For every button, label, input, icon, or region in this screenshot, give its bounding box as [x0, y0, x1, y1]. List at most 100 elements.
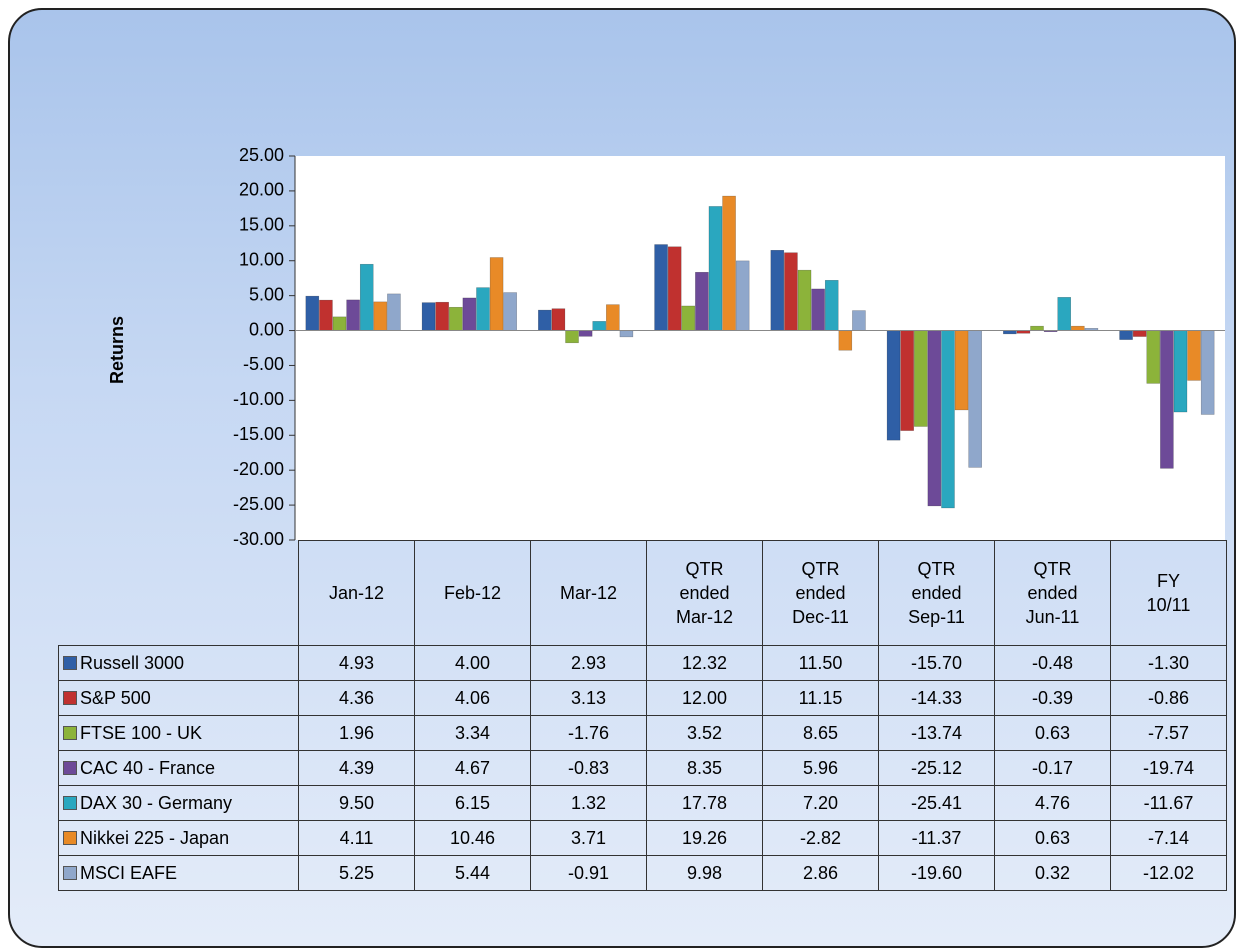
value-cell: 0.63: [994, 820, 1111, 856]
bar: [319, 299, 333, 331]
value-cell: -1.30: [1110, 645, 1227, 681]
value-cell: 8.65: [762, 715, 879, 751]
value-cell: -19.60: [878, 855, 995, 891]
value-cell: 4.67: [414, 750, 531, 786]
legend-key: [63, 690, 77, 705]
value-cell: 9.50: [298, 785, 415, 821]
value-cell: -13.74: [878, 715, 995, 751]
value-cell: 0.63: [994, 715, 1111, 751]
value-cell: 3.52: [646, 715, 763, 751]
legend-key: [63, 725, 77, 740]
legend-cell: Nikkei 225 - Japan: [58, 820, 299, 856]
bar: [619, 330, 634, 338]
category-cell: QTR ended Jun-11: [994, 540, 1111, 646]
bar: [886, 330, 901, 441]
value-cell: 4.36: [298, 680, 415, 716]
bar: [927, 330, 942, 507]
category-cell: FY 10/11: [1110, 540, 1227, 646]
bar: [708, 206, 723, 331]
legend-label: CAC 40 - France: [80, 757, 216, 778]
value-cell: -1.76: [530, 715, 647, 751]
bar: [606, 304, 620, 331]
bar: [1119, 330, 1133, 340]
value-cell: -11.67: [1110, 785, 1227, 821]
bar: [449, 306, 463, 331]
value-cell: 1.32: [530, 785, 647, 821]
value-cell: 17.78: [646, 785, 763, 821]
bar: [914, 330, 928, 427]
value-cell: 5.96: [762, 750, 879, 786]
legend-key: [63, 865, 77, 880]
bar: [1132, 330, 1147, 337]
data-row: Russell 3000 4.93 4.00 2.93 12.32 11.50 -15.70…: [58, 645, 1227, 681]
data-row: Nikkei 225 - Japan 4.11 10.46 3.71 19.26 -2.8…: [58, 820, 1227, 856]
bar: [578, 330, 593, 337]
value-cell: 12.32: [646, 645, 763, 681]
bar: [1030, 325, 1044, 331]
value-cell: 4.00: [414, 645, 531, 681]
value-cell: -11.37: [878, 820, 995, 856]
bar: [784, 252, 798, 331]
bar: [1057, 297, 1071, 331]
header-row: Jan-12 Feb-12 Mar-12 QTR ended Mar-12 QTR en…: [58, 540, 1227, 646]
bar: [1003, 330, 1017, 335]
bar: [387, 293, 401, 331]
bar: [681, 305, 696, 331]
bar: [305, 295, 320, 331]
value-cell: 3.34: [414, 715, 531, 751]
bar: [852, 310, 866, 331]
value-cell: -25.12: [878, 750, 995, 786]
value-cell: -19.74: [1110, 750, 1227, 786]
bar: [797, 269, 812, 331]
value-cell: 10.46: [414, 820, 531, 856]
bar: [968, 330, 982, 468]
value-cell: -14.33: [878, 680, 995, 716]
value-cell: 2.86: [762, 855, 879, 891]
bar: [735, 260, 750, 331]
legend-label: S&P 500: [80, 687, 151, 708]
y-tick-label: -5.00: [243, 354, 284, 374]
y-tick-label: -15.00: [233, 424, 284, 444]
category-cell: Jan-12: [298, 540, 415, 646]
bar: [1173, 330, 1188, 413]
value-cell: -0.17: [994, 750, 1111, 786]
category-cell: Mar-12: [530, 540, 647, 646]
category-label: Jan-12: [328, 583, 385, 603]
bar: [654, 244, 668, 331]
value-cell: 1.96: [298, 715, 415, 751]
y-tick-label: -20.00: [233, 459, 284, 479]
value-cell: 12.00: [646, 680, 763, 716]
bar: [838, 330, 853, 351]
data-row: S&P 500 4.36 4.06 3.13 12.00 11.15 -14.33 -0.39…: [58, 680, 1227, 716]
value-cell: -7.14: [1110, 820, 1227, 856]
value-cell: 0.32: [994, 855, 1111, 891]
legend-key: [63, 795, 77, 810]
bar: [954, 330, 969, 411]
legend-cell: S&P 500: [58, 680, 299, 716]
y-tick-label: 20.00: [239, 180, 284, 200]
bar: [941, 330, 955, 509]
bar: [824, 280, 839, 331]
category-label: Mar-12: [559, 583, 617, 603]
value-cell: 9.98: [646, 855, 763, 891]
data-row: CAC 40 - France 4.39 4.67 -0.83 8.35 5.96 -25.…: [58, 750, 1227, 786]
value-cell: -2.82: [762, 820, 879, 856]
bar: [489, 257, 504, 331]
data-table: Jan-12 Feb-12 Mar-12 QTR ended Mar-12 QTR en…: [58, 540, 1227, 891]
value-cell: 3.71: [530, 820, 647, 856]
bar: [667, 246, 682, 331]
legend-key: [63, 655, 77, 670]
bar: [503, 292, 517, 331]
bar: [1146, 330, 1161, 384]
legend-key: [63, 830, 77, 845]
legend-label: Russell 3000: [80, 652, 185, 673]
legend-label: FTSE 100 - UK: [80, 722, 203, 743]
bar: [722, 195, 736, 331]
bar: [373, 301, 388, 331]
bar: [346, 299, 360, 331]
category-cell: QTR ended Dec-11: [762, 540, 879, 646]
value-cell: 6.15: [414, 785, 531, 821]
value-cell: -0.91: [530, 855, 647, 891]
legend-cell: FTSE 100 - UK: [58, 715, 299, 751]
